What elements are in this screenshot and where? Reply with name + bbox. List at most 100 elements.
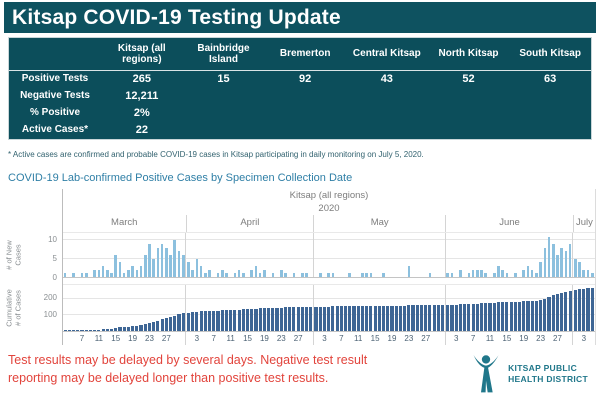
bar-slot xyxy=(97,285,101,331)
cumulative-bar xyxy=(501,302,505,331)
cumulative-bar xyxy=(101,329,105,331)
cumulative-bar xyxy=(245,309,250,331)
cumulative-bar xyxy=(84,330,88,331)
x-tick: 7 xyxy=(470,334,476,343)
bar-slot xyxy=(224,233,228,277)
x-tick: 27 xyxy=(293,334,303,343)
new-cases-bar xyxy=(204,273,207,277)
new-cases-bar xyxy=(72,273,75,277)
bar-slot xyxy=(254,233,258,277)
bar-slot xyxy=(93,233,97,277)
bar-slot xyxy=(216,285,220,331)
bar-slot xyxy=(143,285,147,331)
bar-slot xyxy=(271,233,275,277)
bar-slot xyxy=(407,285,411,331)
new-cases-bar xyxy=(407,266,411,277)
bar-slot xyxy=(143,233,147,277)
bar-slot xyxy=(80,285,84,331)
bar-slot xyxy=(126,233,130,277)
cumulative-bar xyxy=(318,306,322,331)
bar-slot xyxy=(475,233,479,277)
month-label: July xyxy=(572,215,595,232)
x-tick: 7 xyxy=(79,334,85,343)
cumulative-bar xyxy=(573,289,577,331)
cumulative-bar xyxy=(314,306,318,331)
cumulative-bar xyxy=(262,308,266,331)
bar-slot xyxy=(109,233,113,277)
bar-slot xyxy=(458,233,462,277)
x-tick xyxy=(185,332,190,345)
table-row-label: Negative Tests xyxy=(20,90,90,101)
bar-slot xyxy=(555,285,560,331)
cumulative-bar xyxy=(492,302,496,331)
cumulative-bar xyxy=(539,299,543,331)
bar-slot xyxy=(101,233,105,277)
cumulative-bar xyxy=(428,305,432,331)
bar-slot xyxy=(156,233,160,277)
new-cases-bar xyxy=(513,273,517,277)
bar-slot xyxy=(496,285,500,331)
cumulative-bar xyxy=(275,307,279,331)
cumulative-bar xyxy=(181,313,185,331)
bar-slot xyxy=(444,285,450,331)
bar-slot xyxy=(152,233,156,277)
cumulative-bar xyxy=(156,320,160,331)
cumulative-bar xyxy=(173,315,177,331)
bar-slot xyxy=(304,233,308,277)
new-cases-bar xyxy=(480,269,483,277)
table-cell xyxy=(428,122,510,139)
x-tick: 19 xyxy=(387,334,397,343)
cumulative-bar xyxy=(398,305,402,331)
bar-slot xyxy=(262,233,266,277)
bar-slot xyxy=(394,285,398,331)
bar-slot xyxy=(288,285,292,331)
new-cases-bar xyxy=(476,269,479,277)
y-axis: # of New Cases 0 5 10 Cumulative # of Case… xyxy=(0,189,62,345)
bar-slot xyxy=(203,233,207,277)
cumulative-bar xyxy=(105,328,109,331)
x-tick: 7 xyxy=(339,334,344,343)
cumulative-bar xyxy=(143,324,147,331)
bar-slot xyxy=(135,285,139,331)
table-cell xyxy=(346,122,428,139)
new-cases-bar xyxy=(564,251,568,277)
cumulative-bar xyxy=(377,305,381,331)
bar-slot xyxy=(428,285,432,331)
bar-slot xyxy=(283,285,288,331)
y-tick-label: 10 xyxy=(48,234,57,244)
cumulative-bar xyxy=(250,309,254,331)
new-cases-bar xyxy=(382,273,385,277)
new-cases-bar xyxy=(305,273,308,277)
bar-slot xyxy=(292,285,296,331)
bar-slot xyxy=(258,233,262,277)
bar-slot xyxy=(479,233,483,277)
y-axis-title-cumulative: Cumulative # of Cases xyxy=(4,289,23,327)
bar-slot xyxy=(275,285,279,331)
new-cases-bar xyxy=(258,273,262,277)
x-tick: 23 xyxy=(536,334,546,343)
bar-slot xyxy=(335,285,339,331)
table-cell xyxy=(183,105,265,122)
cumulative-bar xyxy=(386,305,390,331)
bar-slot xyxy=(76,285,80,331)
bar-slot xyxy=(185,233,190,277)
bar-slot xyxy=(484,233,488,277)
new-cases-bar xyxy=(165,247,168,277)
bar-slot xyxy=(233,285,237,331)
cumulative-bar xyxy=(335,306,339,331)
bar-slot xyxy=(114,285,118,331)
bar-slot xyxy=(131,233,135,277)
cumulative-bar xyxy=(381,305,386,331)
table-cell xyxy=(509,88,591,105)
bar-slot xyxy=(560,233,564,277)
bar-slot xyxy=(539,285,543,331)
cumulative-bar xyxy=(339,306,343,331)
bar-slot xyxy=(560,285,564,331)
cumulative-bar xyxy=(195,311,199,331)
cumulative-bar xyxy=(450,304,454,331)
cumulative-bar xyxy=(139,325,143,331)
bar-slot xyxy=(582,233,586,277)
bar-slot xyxy=(258,285,262,331)
y-axis-title-new-cases: # of New Cases xyxy=(4,240,23,270)
bar-slot xyxy=(534,285,538,331)
